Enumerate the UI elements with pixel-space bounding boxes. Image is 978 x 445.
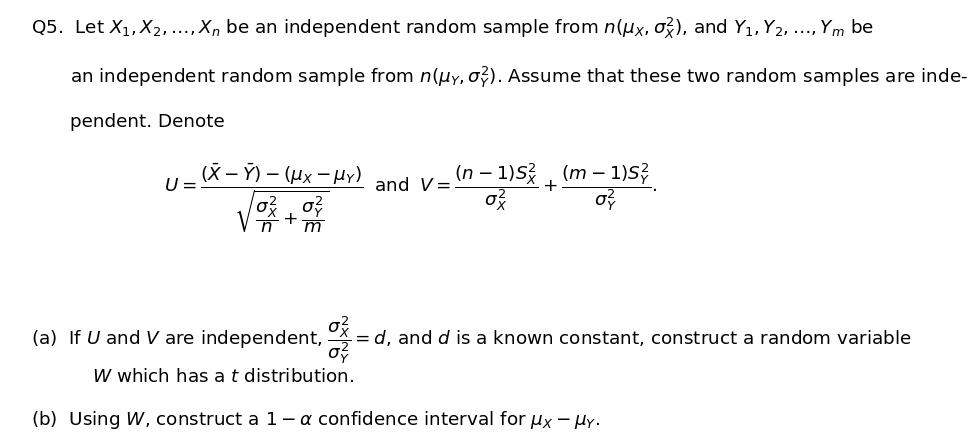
Text: an independent random sample from $n(\mu_Y, \sigma_Y^2)$. Assume that these two : an independent random sample from $n(\mu… [70, 65, 968, 89]
Text: (a)  If $U$ and $V$ are independent, $\dfrac{\sigma_X^2}{\sigma_Y^2} = d$, and $: (a) If $U$ and $V$ are independent, $\df… [31, 314, 911, 366]
Text: pendent. Denote: pendent. Denote [70, 113, 225, 131]
Text: Q5.  Let $X_1, X_2, \ldots, X_n$ be an independent random sample from $n(\mu_X, : Q5. Let $X_1, X_2, \ldots, X_n$ be an in… [31, 16, 873, 40]
Text: $W$ which has a $t$ distribution.: $W$ which has a $t$ distribution. [92, 368, 354, 386]
Text: $U = \dfrac{(\bar{X} - \bar{Y}) - (\mu_X - \mu_Y)}{\sqrt{\dfrac{\sigma_X^2}{n} +: $U = \dfrac{(\bar{X} - \bar{Y}) - (\mu_X… [164, 161, 657, 235]
Text: (b)  Using $W$, construct a $1 - \alpha$ confidence interval for $\mu_X - \mu_Y$: (b) Using $W$, construct a $1 - \alpha$ … [31, 409, 600, 430]
